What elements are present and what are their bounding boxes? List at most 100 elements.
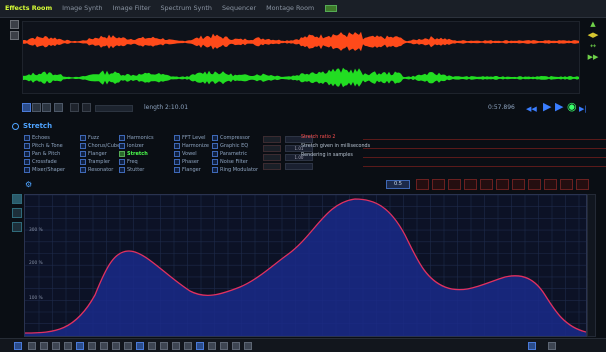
effect-option[interactable]: Ring Modulator <box>212 167 258 173</box>
toolbar-tool-icon[interactable] <box>100 342 108 350</box>
curve-ramp-up-icon[interactable] <box>432 179 445 190</box>
parameter-slider[interactable] <box>363 139 606 140</box>
effect-checkbox[interactable] <box>24 135 30 141</box>
effect-checkbox[interactable] <box>119 151 125 157</box>
tab-montage-room[interactable]: Montage Room <box>266 4 315 12</box>
zoom-in-icon[interactable] <box>10 20 19 29</box>
toolbar-tool-icon[interactable] <box>88 342 96 350</box>
effect-checkbox[interactable] <box>212 143 218 149</box>
toolbar-tool-icon[interactable] <box>112 342 120 350</box>
effect-option[interactable]: Pan & Pitch <box>24 151 60 157</box>
effect-checkbox[interactable] <box>119 159 125 165</box>
effect-checkbox[interactable] <box>119 135 125 141</box>
toolbar-tool-icon[interactable] <box>52 342 60 350</box>
effect-checkbox[interactable] <box>174 159 180 165</box>
effect-option[interactable]: Phaser <box>174 159 199 165</box>
effect-option[interactable]: Parametric <box>212 151 247 157</box>
toolbar-tool-icon[interactable] <box>40 342 48 350</box>
mode-icon[interactable] <box>70 103 79 112</box>
effect-checkbox[interactable] <box>119 167 125 173</box>
effect-checkbox[interactable] <box>174 151 180 157</box>
effect-option[interactable]: Mixer/Shaper <box>24 167 65 173</box>
marker-icon[interactable] <box>32 103 41 112</box>
play-icon[interactable]: ▶ <box>543 100 552 113</box>
curve-triangle-2-icon[interactable] <box>480 179 493 190</box>
curve-arrow-up-icon[interactable] <box>576 179 589 190</box>
curve-double-icon[interactable] <box>512 179 525 190</box>
effect-option[interactable]: Stretch <box>119 151 148 157</box>
curve-zigzag-icon[interactable] <box>528 179 541 190</box>
marker-icon[interactable]: ▲ <box>590 20 596 28</box>
effect-option[interactable]: Harmonics <box>119 135 154 141</box>
tab-sequencer[interactable]: Sequencer <box>221 4 257 12</box>
toolbar-tool-icon[interactable] <box>220 342 228 350</box>
effect-option[interactable]: Harmonize <box>174 143 209 149</box>
waveform-display[interactable] <box>22 21 580 94</box>
toolbar-tool-icon[interactable] <box>76 342 84 350</box>
record-icon[interactable] <box>42 103 51 112</box>
loop-play-icon[interactable]: ◉ <box>567 100 577 113</box>
parameter-slider[interactable] <box>363 166 606 167</box>
toolbar-tool-icon[interactable] <box>148 342 156 350</box>
toolbar-tool-icon[interactable] <box>196 342 204 350</box>
graph-value-box[interactable]: 0.5 <box>386 180 410 189</box>
line-tool-icon[interactable] <box>12 208 22 218</box>
toolbar-tool-icon[interactable] <box>244 342 252 350</box>
toolbar-tool-icon[interactable] <box>208 342 216 350</box>
forward-skip-icon[interactable]: ▶▶ <box>587 53 599 61</box>
effect-option[interactable]: Compressor <box>212 135 250 141</box>
effect-checkbox[interactable] <box>80 143 86 149</box>
graph-scrollbar[interactable] <box>587 194 596 337</box>
effect-checkbox[interactable] <box>212 159 218 165</box>
parameter-value[interactable]: 1.00 <box>285 154 313 161</box>
effect-checkbox[interactable] <box>24 159 30 165</box>
tab-image-synth[interactable]: Image Synth <box>62 4 103 12</box>
effect-option[interactable]: Stutter <box>119 167 144 173</box>
option-icon[interactable] <box>82 103 91 112</box>
effect-option[interactable]: Ionizer <box>119 143 144 149</box>
tab-spectrum-synth[interactable]: Spectrum Synth <box>160 4 212 12</box>
effect-option[interactable]: Fuzz <box>80 135 99 141</box>
effect-option[interactable]: Noise Filter <box>212 159 248 165</box>
length-slider[interactable] <box>95 105 133 112</box>
effect-option[interactable]: Crossfade <box>24 159 57 165</box>
toolbar-tool-icon[interactable] <box>14 342 22 350</box>
parameter-value[interactable] <box>285 163 313 170</box>
toolbar-tool-icon[interactable] <box>28 342 36 350</box>
tab-image-filter[interactable]: Image Filter <box>112 4 151 12</box>
parameter-swatch[interactable] <box>263 163 281 170</box>
curve-wave-icon[interactable] <box>544 179 557 190</box>
play-selection-icon[interactable]: ▶ <box>555 100 564 113</box>
parameter-value[interactable]: 1.01 <box>285 145 313 152</box>
effect-checkbox[interactable] <box>80 159 86 165</box>
effect-checkbox[interactable] <box>212 151 218 157</box>
parameter-value[interactable] <box>285 136 313 143</box>
effect-option[interactable]: Vowel <box>174 151 197 157</box>
rewind-icon[interactable]: ◀◀ <box>526 105 537 113</box>
toolbar-tool-icon[interactable] <box>136 342 144 350</box>
effect-checkbox[interactable] <box>174 143 180 149</box>
effect-checkbox[interactable] <box>80 135 86 141</box>
effect-checkbox[interactable] <box>24 143 30 149</box>
effect-checkbox[interactable] <box>212 167 218 173</box>
window-icon[interactable] <box>528 342 536 350</box>
effect-option[interactable]: Chorus/Cube <box>80 143 120 149</box>
effect-checkbox[interactable] <box>119 143 125 149</box>
parameter-swatch[interactable] <box>263 136 281 143</box>
parameter-slider[interactable] <box>363 148 606 149</box>
parameter-slider[interactable] <box>363 157 606 158</box>
tab-effects-room[interactable]: Effects Room <box>5 4 53 12</box>
effect-checkbox[interactable] <box>174 135 180 141</box>
effect-option[interactable]: Resonator <box>80 167 113 173</box>
effect-checkbox[interactable] <box>174 167 180 173</box>
zoom-out-icon[interactable] <box>10 31 19 40</box>
parameter-swatch[interactable] <box>263 154 281 161</box>
effect-option[interactable]: Flanger <box>80 151 107 157</box>
effect-option[interactable]: Pitch & Tone <box>24 143 63 149</box>
parameter-swatch[interactable] <box>263 145 281 152</box>
draw-curve-icon[interactable] <box>12 194 22 204</box>
loop-icon[interactable]: ↔ <box>590 42 596 50</box>
settings-icon[interactable] <box>54 103 63 112</box>
stretch-envelope-graph[interactable]: 300 % 200 % 100 % <box>24 194 587 337</box>
help-icon[interactable] <box>325 5 338 12</box>
